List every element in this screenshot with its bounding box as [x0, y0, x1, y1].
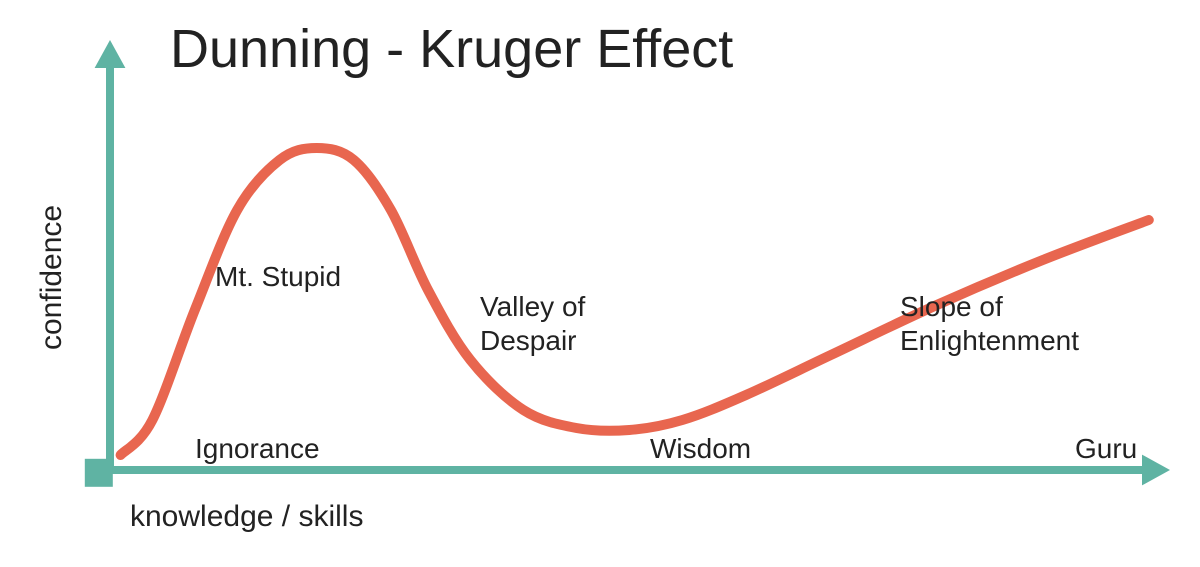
- chart-svg: [0, 0, 1200, 567]
- anno-slope: Slope ofEnlightenment: [900, 290, 1079, 357]
- anno-wisdom: Wisdom: [650, 432, 751, 466]
- anno-mt-stupid: Mt. Stupid: [215, 260, 341, 294]
- x-axis-label: knowledge / skills: [130, 500, 363, 534]
- chart-container: Dunning - Kruger Effect confidence knowl…: [0, 0, 1200, 567]
- anno-valley: Valley ofDespair: [480, 290, 585, 357]
- y-axis-label: confidence: [35, 205, 69, 350]
- y-axis: [95, 40, 126, 470]
- anno-guru: Guru: [1075, 432, 1137, 466]
- origin-marker: [85, 459, 113, 487]
- chart-title: Dunning - Kruger Effect: [170, 18, 733, 80]
- anno-ignorance: Ignorance: [195, 432, 320, 466]
